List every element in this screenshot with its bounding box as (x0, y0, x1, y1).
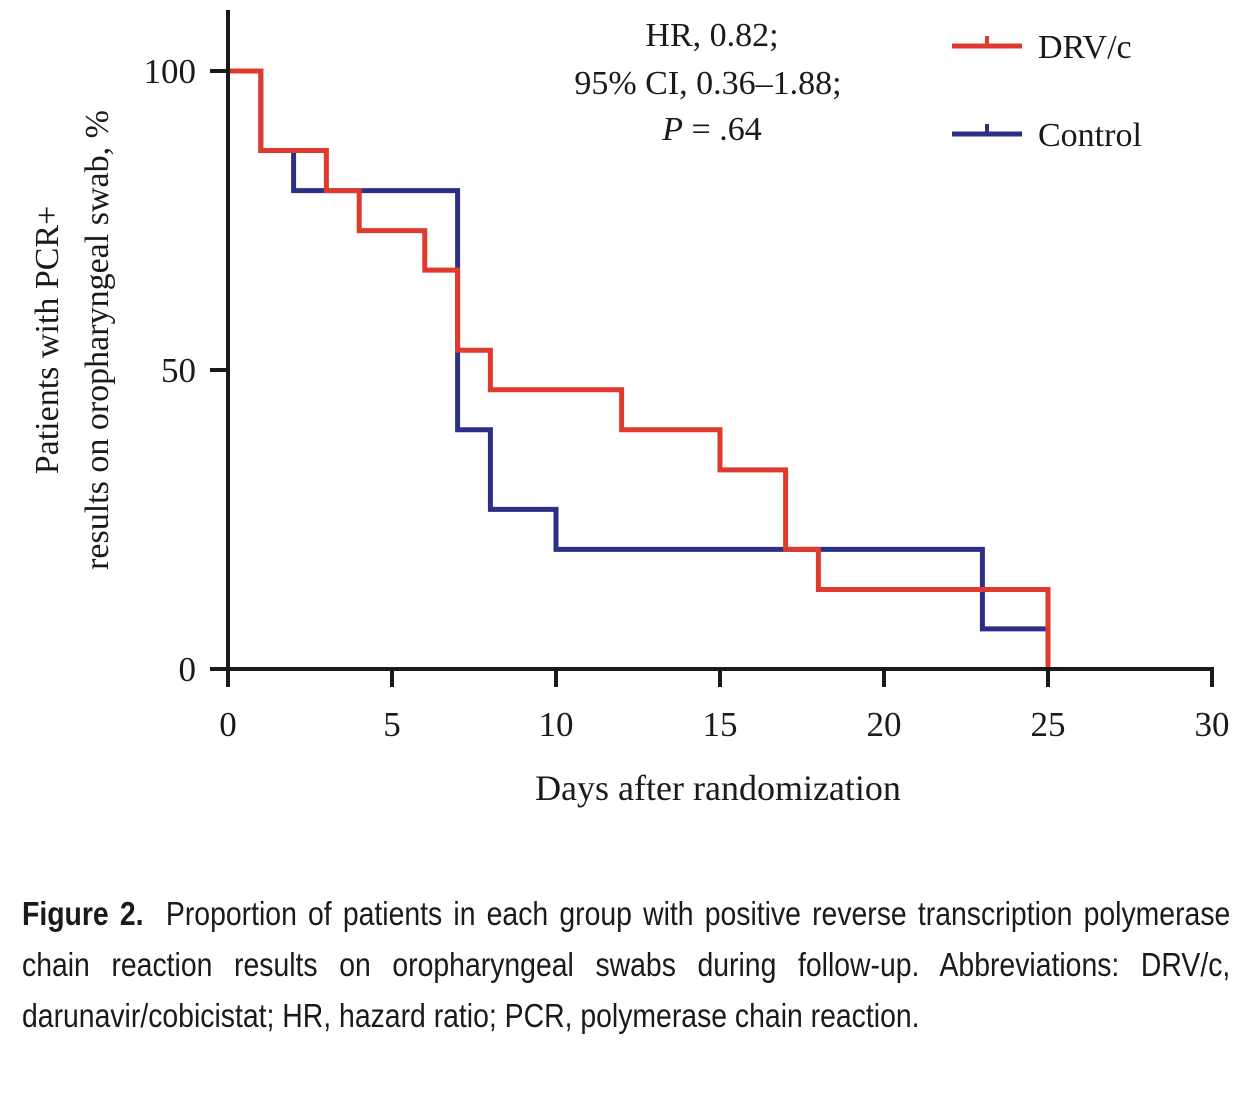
km-chart: 0 5 10 15 20 25 30 0 50 100 Patients with PCR+ re… (29, 10, 1230, 808)
y-tick-label: 0 (179, 650, 197, 689)
hr-annotation: HR, 0.82; 95% CI, 0.36–1.88; P = .64 (574, 17, 841, 148)
plot-area (228, 68, 1051, 669)
legend-item-drvc: DRV/c (952, 29, 1132, 66)
figure-label: Figure 2. (22, 895, 144, 932)
legend: DRV/c Control (952, 29, 1142, 154)
x-tick-label: 15 (703, 705, 738, 744)
annotation-ci: 95% CI, 0.36–1.88; (574, 65, 841, 102)
annotation-hr: HR, 0.82; (645, 17, 778, 54)
x-tick-label: 30 (1195, 705, 1230, 744)
y-tick-label: 100 (144, 52, 197, 91)
legend-item-control: Control (952, 117, 1142, 154)
figure-caption: Figure 2. Proportion of patients in each … (22, 888, 1230, 1041)
caption-text: Proportion of patients in each group wit… (22, 895, 1231, 1034)
y-axis-label-line1: Patients with PCR+ (29, 206, 66, 475)
legend-label-drvc: DRV/c (1038, 29, 1132, 66)
x-tick-label: 10 (539, 705, 574, 744)
series-line-drv-c (228, 68, 1051, 669)
annotation-p-italic: P (661, 111, 683, 148)
annotation-p: P = .64 (661, 111, 761, 148)
legend-label-control: Control (1038, 117, 1142, 154)
annotation-p-value: = .64 (683, 111, 762, 148)
x-tick-label: 25 (1031, 705, 1066, 744)
x-tick-label: 20 (867, 705, 902, 744)
y-tick-label: 50 (161, 351, 196, 390)
x-tick-label: 0 (219, 705, 237, 744)
y-axis-label-line2: results on oropharyngeal swab, % (79, 110, 116, 570)
x-tick-label: 5 (383, 705, 401, 744)
series-line-control (228, 68, 1051, 669)
x-axis-label: Days after randomization (535, 768, 901, 808)
axes: 0 5 10 15 20 25 30 0 50 100 (144, 10, 1230, 744)
